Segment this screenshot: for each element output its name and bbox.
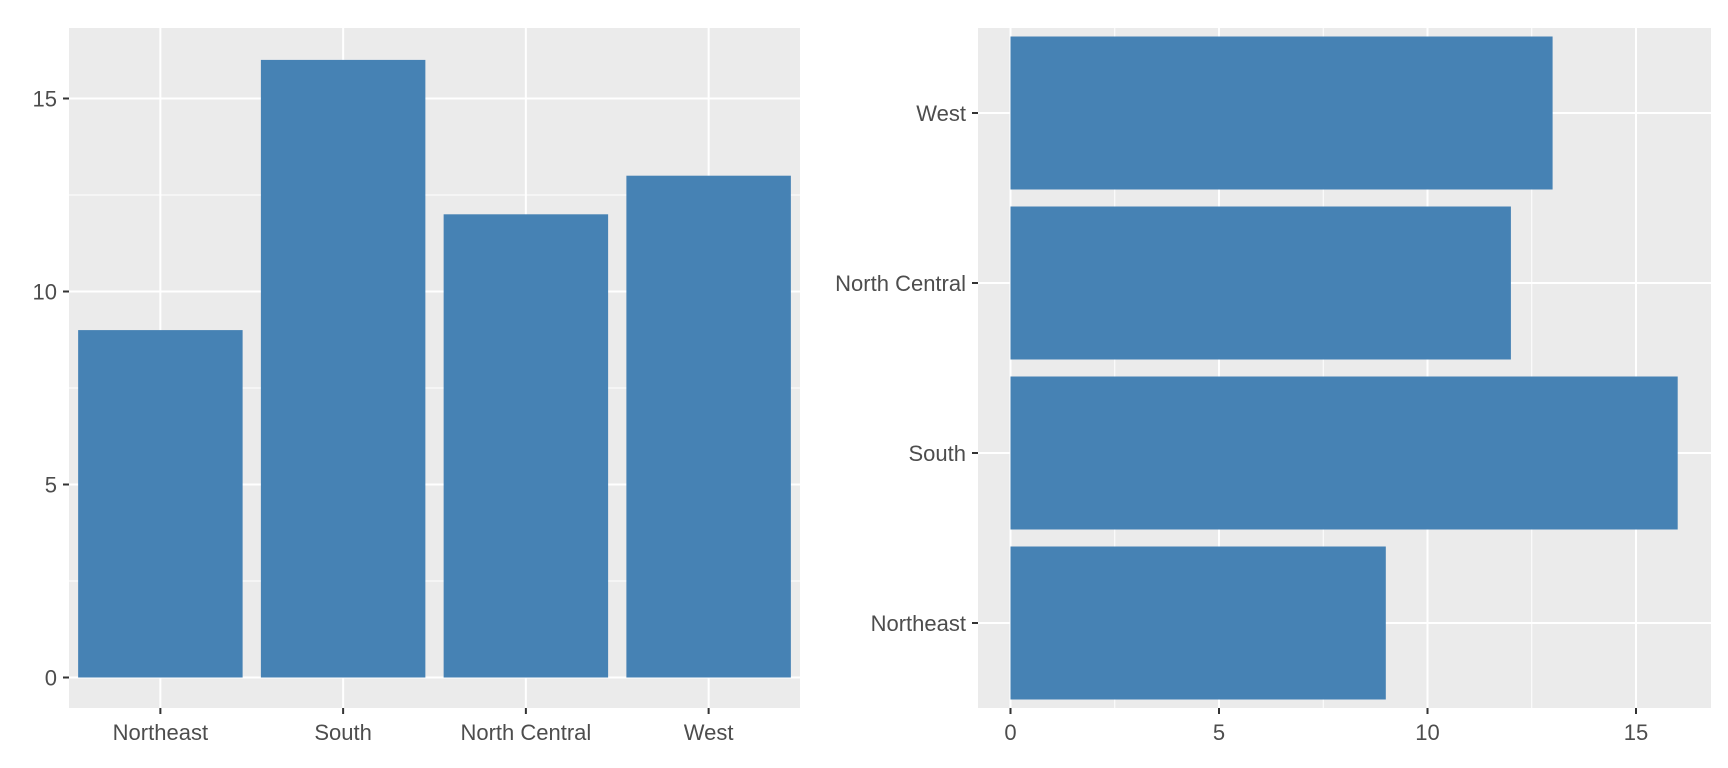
bar [1010,206,1511,360]
y-tick-label: Northeast [871,611,966,636]
x-tick-label: Northeast [113,720,208,745]
x-tick-label: 5 [1213,720,1225,745]
bar [78,330,243,678]
y-tick-label: 0 [45,666,57,691]
bar [626,175,791,678]
bar [1010,546,1386,700]
x-tick-label: South [314,720,372,745]
y-tick-label: North Central [835,271,966,296]
bar [260,59,426,678]
bar [443,214,609,678]
x-tick-label: 10 [1415,720,1439,745]
x-tick-label: West [684,720,734,745]
x-tick-label: North Central [460,720,591,745]
x-tick-label: 0 [1004,720,1016,745]
x-tick-label: 15 [1624,720,1648,745]
y-tick-label: South [909,441,967,466]
y-tick-label: West [916,101,966,126]
bar [1010,36,1553,190]
bar [1010,376,1678,530]
y-tick-label: 10 [33,280,57,305]
y-tick-label: 5 [45,473,57,498]
y-tick-label: 15 [33,87,57,112]
